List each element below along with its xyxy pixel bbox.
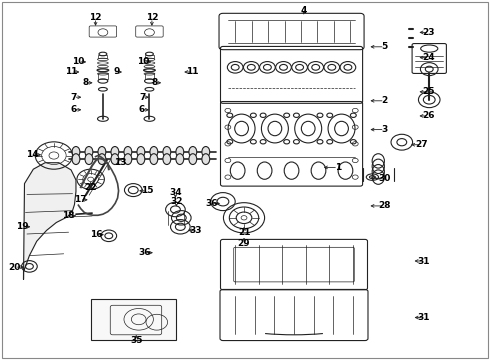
Ellipse shape: [98, 154, 106, 165]
Ellipse shape: [189, 154, 196, 165]
Text: 31: 31: [417, 313, 430, 322]
Ellipse shape: [124, 147, 132, 157]
Text: 18: 18: [62, 211, 75, 220]
Text: 11: 11: [65, 68, 77, 77]
Ellipse shape: [202, 147, 210, 157]
Text: 15: 15: [141, 186, 153, 195]
Text: 2: 2: [382, 96, 388, 105]
Bar: [145, 73, 154, 79]
Ellipse shape: [72, 154, 80, 165]
Bar: [91, 299, 176, 340]
Ellipse shape: [150, 147, 158, 157]
Text: 17: 17: [74, 195, 86, 204]
Bar: [145, 55, 154, 58]
Ellipse shape: [202, 154, 210, 165]
Text: 35: 35: [130, 336, 143, 345]
Text: 9: 9: [113, 68, 120, 77]
Ellipse shape: [85, 147, 93, 157]
Bar: [98, 73, 108, 79]
Text: 12: 12: [89, 13, 102, 22]
Ellipse shape: [137, 147, 145, 157]
Ellipse shape: [72, 147, 80, 157]
Text: 8: 8: [83, 78, 89, 87]
Ellipse shape: [163, 147, 171, 157]
Text: 23: 23: [422, 28, 435, 37]
Ellipse shape: [111, 147, 119, 157]
Ellipse shape: [176, 154, 184, 165]
Text: 29: 29: [238, 238, 250, 248]
Text: 28: 28: [378, 202, 391, 210]
Polygon shape: [24, 163, 76, 279]
Text: 10: 10: [137, 57, 150, 66]
Ellipse shape: [124, 154, 132, 165]
Ellipse shape: [189, 147, 196, 157]
Text: 33: 33: [190, 226, 202, 235]
Text: 8: 8: [151, 78, 157, 87]
Ellipse shape: [85, 154, 93, 165]
Text: 4: 4: [300, 6, 307, 15]
Text: 12: 12: [146, 13, 158, 22]
Text: 20: 20: [8, 263, 21, 271]
Text: 31: 31: [417, 256, 430, 265]
Text: 25: 25: [422, 87, 435, 96]
Text: 1: 1: [335, 163, 341, 172]
Text: 19: 19: [16, 222, 28, 231]
Text: 7: 7: [70, 93, 77, 102]
Ellipse shape: [137, 154, 145, 165]
Text: 24: 24: [422, 53, 435, 62]
Text: 34: 34: [169, 188, 182, 197]
Text: 30: 30: [378, 174, 391, 183]
Text: 5: 5: [382, 42, 388, 51]
Text: 3: 3: [382, 125, 388, 134]
Text: 21: 21: [238, 228, 250, 237]
Text: 14: 14: [25, 150, 38, 159]
Text: 10: 10: [72, 57, 85, 66]
Text: 26: 26: [422, 111, 435, 120]
Bar: [98, 55, 107, 58]
Text: 11: 11: [186, 68, 199, 77]
Ellipse shape: [111, 154, 119, 165]
Ellipse shape: [163, 154, 171, 165]
Ellipse shape: [150, 154, 158, 165]
Text: 36: 36: [138, 248, 151, 257]
Text: 32: 32: [170, 197, 183, 206]
Text: 22: 22: [84, 184, 97, 192]
Text: 36: 36: [205, 199, 218, 208]
Text: 6: 6: [139, 105, 145, 114]
Text: 27: 27: [415, 140, 428, 149]
Text: 6: 6: [71, 105, 76, 114]
Text: 13: 13: [114, 158, 126, 167]
Ellipse shape: [98, 147, 106, 157]
Text: 7: 7: [139, 93, 146, 102]
Text: 16: 16: [90, 230, 102, 239]
Ellipse shape: [176, 147, 184, 157]
